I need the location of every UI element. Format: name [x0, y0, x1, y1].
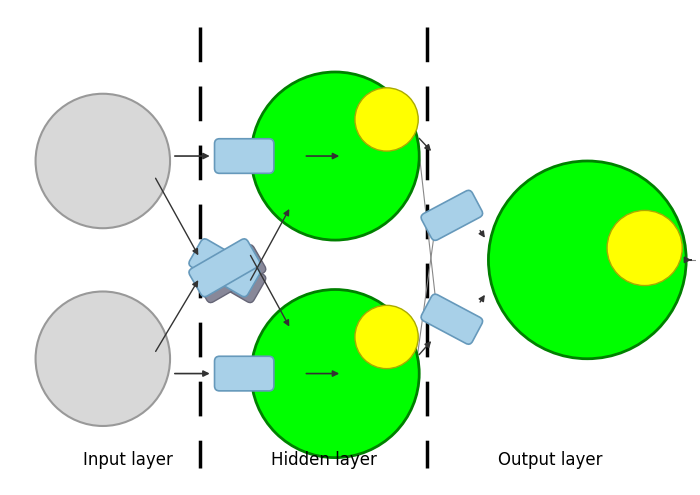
FancyBboxPatch shape [421, 294, 482, 344]
Circle shape [36, 292, 170, 426]
FancyBboxPatch shape [189, 239, 260, 297]
Circle shape [355, 305, 418, 369]
Text: Output layer: Output layer [498, 451, 603, 469]
Circle shape [251, 290, 419, 457]
FancyBboxPatch shape [189, 239, 260, 297]
Circle shape [251, 72, 419, 240]
FancyBboxPatch shape [421, 190, 482, 241]
FancyBboxPatch shape [195, 245, 266, 302]
FancyBboxPatch shape [214, 139, 274, 173]
FancyBboxPatch shape [195, 245, 266, 302]
Circle shape [36, 94, 170, 228]
Text: Input layer: Input layer [83, 451, 173, 469]
Circle shape [607, 210, 682, 286]
FancyBboxPatch shape [214, 356, 274, 391]
Circle shape [489, 161, 686, 359]
Text: Hidden layer: Hidden layer [271, 451, 377, 469]
Circle shape [355, 88, 418, 151]
